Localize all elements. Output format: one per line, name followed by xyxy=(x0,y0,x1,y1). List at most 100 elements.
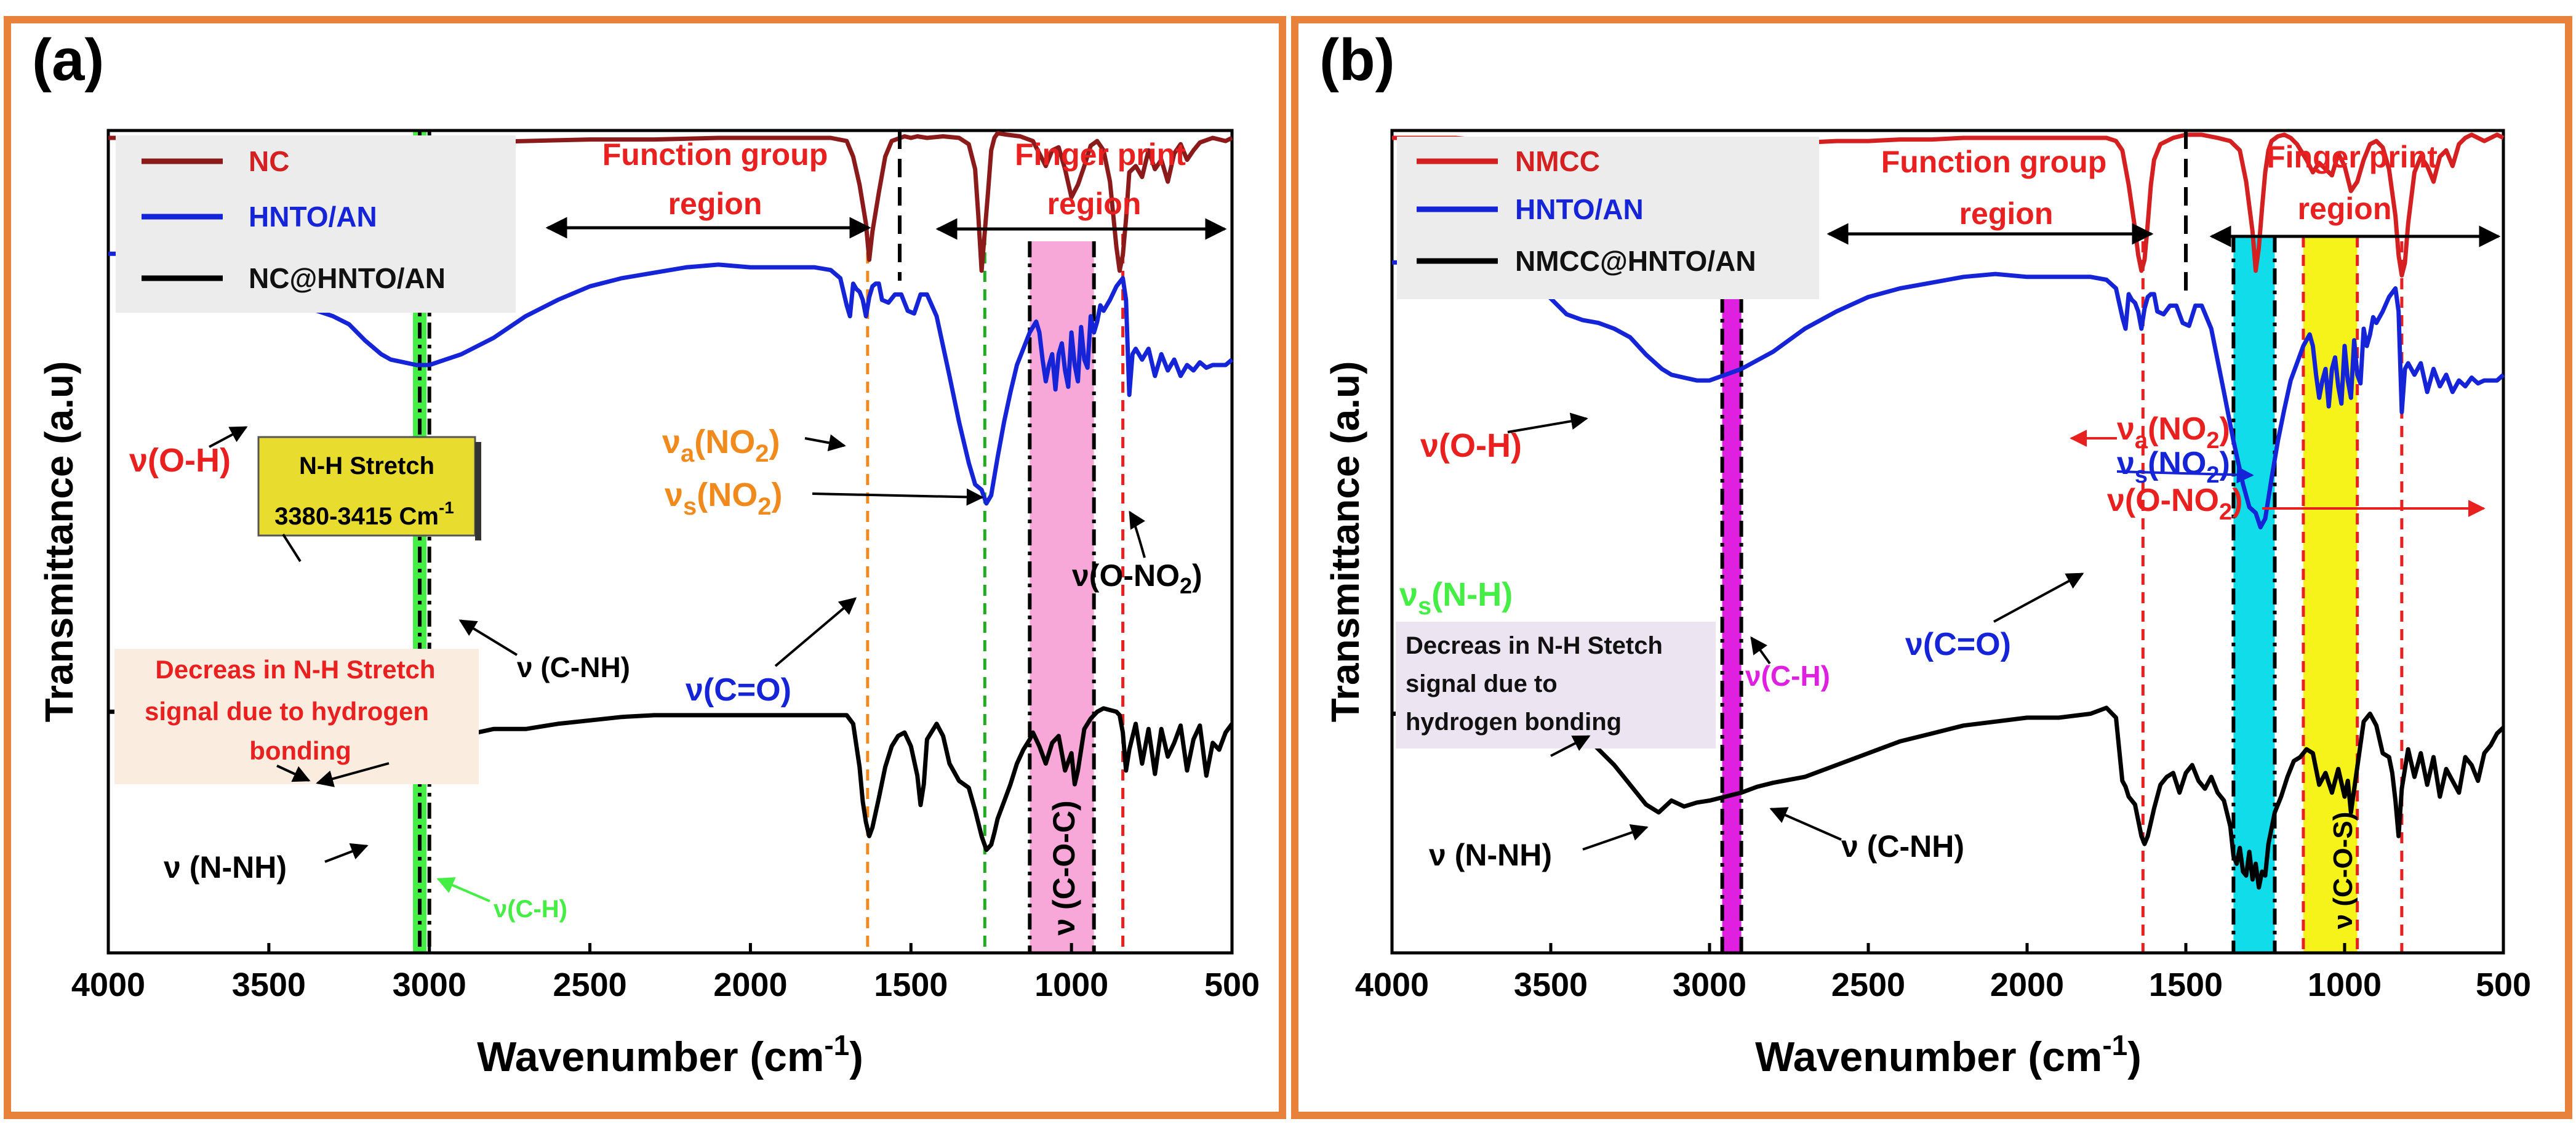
panel-b-oh-arrow xyxy=(1507,412,1588,433)
panel-a-hbond-arrow-2 xyxy=(316,762,390,787)
panel-b-va-label: νa(NO2) xyxy=(2117,411,2230,454)
panel-a-xlabel-close: ) xyxy=(849,1034,863,1080)
panel-b-frame xyxy=(1291,16,2572,1119)
panel-a-nh-stretch-range: 3380-3415 Cm-1 xyxy=(274,498,454,530)
panel-a-va-nu: ν xyxy=(662,424,681,460)
panel-b: (b) 4000 3500 3000 2500 2000 1500 1000 500 Wave… xyxy=(1291,16,2572,1119)
panel-a-va-close: ) xyxy=(769,424,780,460)
panel-a-function-group-region: region xyxy=(668,187,762,221)
panel-a-va-arrow xyxy=(804,434,846,452)
panel-a-vs-arrow xyxy=(812,488,984,506)
panel-b-co-label: ν(C=O) xyxy=(1905,627,2011,662)
panel-a-ono2-arrow xyxy=(1129,510,1146,558)
panel-b-tick-label-1: 3500 xyxy=(1514,966,1588,1003)
panel-a-vs-label: νs(NO2) xyxy=(665,476,783,520)
panel-a-hbond-note-line1: Decreas in N-H Stretch xyxy=(155,655,435,684)
panel-b-tick-label-7: 500 xyxy=(2476,966,2531,1003)
panel-a-nh-stretch-box xyxy=(257,436,476,537)
panel-b-hbond-note-box xyxy=(1396,622,1716,749)
panel-a-oh-arrow xyxy=(209,426,248,448)
panel-b-cos-label: ν (C-O-S) xyxy=(2328,812,2358,929)
panel-a-vs-rest: (NO xyxy=(697,476,758,513)
panel-b-hbond-note-line1: Decreas in N-H Stetch xyxy=(1406,632,1663,659)
panel-b-legend-label-composite: NMCC@HNTO/AN xyxy=(1515,245,1756,277)
panel-a-series-hnto-an xyxy=(108,251,1234,506)
panel-a-finger-print-label: Finger print xyxy=(1015,137,1186,172)
panel-a-legend-box xyxy=(116,135,516,313)
panel-b-cnh-label: ν (C-NH) xyxy=(1841,829,1964,864)
panel-b-nnh-label: ν (N-NH) xyxy=(1429,838,1552,872)
panel-a-label: (a) xyxy=(32,27,104,93)
panel-a-vs-close: ) xyxy=(772,476,783,513)
panel-a-coc-label: ν (C-O-C) xyxy=(1047,800,1081,935)
panel-b-hbond-note-line3: hydrogen bonding xyxy=(1406,709,1622,736)
panel-b-xlabel-sup: -1 xyxy=(2102,1029,2127,1061)
panel-b-tick-label-0: 4000 xyxy=(1355,966,1429,1003)
panel-a-tick-label-7: 500 xyxy=(1204,966,1260,1003)
panel-a: (a) 4000 3500 3000 2500 2000 1500 1000 500 Wave… xyxy=(4,16,1286,1119)
panel-a-va-sub: a xyxy=(681,440,695,467)
panel-b-ono2-label: ν(O-NO2) xyxy=(2107,483,2242,525)
panel-b-va-nu: ν xyxy=(2117,411,2135,447)
panel-b-vs-sub: s xyxy=(2135,462,2148,488)
panel-a-hbond-note-line2: signal due to hydrogen xyxy=(145,697,429,726)
panel-b-xlabel: Wavenumber (cm xyxy=(1755,1034,2102,1080)
panel-b-tick-label-2: 3000 xyxy=(1673,966,1746,1003)
panel-b-vsnh-label: νs(N-H) xyxy=(1399,576,1513,620)
panel-b-ch-arrow xyxy=(1750,636,1771,665)
panel-a-va-label: νa(NO2) xyxy=(662,424,780,467)
panel-b-tick-label-3: 2500 xyxy=(1831,966,1905,1003)
panel-b-series-hnto-an xyxy=(1392,260,2505,530)
panel-a-nh-box-arrow xyxy=(282,533,302,563)
panel-b-ono2-text: ν(O-NO xyxy=(2107,483,2219,518)
panel-b-tick-label-6: 1000 xyxy=(2308,966,2382,1003)
panel-a-frame xyxy=(4,16,1286,1119)
panel-a-tick-label-2: 3000 xyxy=(393,966,466,1003)
panel-a-tick-label-1: 3500 xyxy=(232,966,306,1003)
panel-b-vsnh-nu: ν xyxy=(1399,576,1418,613)
panel-b-highlight-band-4 xyxy=(2233,236,2275,953)
panel-a-cnh-arrow xyxy=(458,619,518,656)
panel-b-xlabel-close: ) xyxy=(2127,1034,2142,1080)
panel-a-series xyxy=(108,130,1234,853)
panel-b-va-rest: (NO xyxy=(2148,411,2206,447)
panel-b-hbond-note-line2: signal due to xyxy=(1406,670,1558,697)
panel-b-tick-label-4: 2000 xyxy=(1990,966,2064,1003)
panel-a-co-label: ν(C=O) xyxy=(686,672,791,708)
panel-a-ch-arrow xyxy=(436,877,490,902)
panel-b-tick-label-5: 1500 xyxy=(2149,966,2223,1003)
panel-a-cnh-label: ν (C-NH) xyxy=(517,651,630,683)
panel-a-y-axis-title: Transmittance (a.u) xyxy=(37,361,81,723)
panel-a-hbond-arrow-1 xyxy=(276,765,311,782)
panel-b-vsnh-rest: (N-H) xyxy=(1431,576,1513,613)
panel-b-vs-label: νs(NO2) xyxy=(2117,446,2230,488)
panel-a-legend-label-hnto: HNTO/AN xyxy=(249,201,377,233)
panel-b-ono2-sub: 2 xyxy=(2219,499,2232,525)
panel-a-nh-stretch-sup: -1 xyxy=(439,498,454,517)
panel-a-xlabel-sup: -1 xyxy=(824,1029,849,1061)
panel-b-finger-print-label: Finger print xyxy=(2266,140,2438,174)
panel-b-bands xyxy=(1720,236,2404,953)
panel-b-vs-nu: ν xyxy=(2117,446,2135,481)
panel-b-ch-label: ν(C-H) xyxy=(1745,660,1830,692)
panel-a-xlabel: Wavenumber (cm xyxy=(477,1034,824,1080)
panel-a-plot-area xyxy=(106,129,1234,955)
panel-a-series-nc-hnto-an xyxy=(108,706,1234,853)
panel-b-x-axis-title: Wavenumber (cm-1) xyxy=(1755,1029,2142,1080)
panel-a-tick-label-3: 2500 xyxy=(553,966,627,1003)
panel-b-vs-close: ) xyxy=(2220,446,2230,481)
panel-a-bands xyxy=(413,130,1125,953)
panel-a-ono2-text: ν(O-NO xyxy=(1072,558,1180,593)
panel-a-va-sub2: 2 xyxy=(755,440,769,467)
panel-a-nnh-arrow xyxy=(324,843,369,863)
panel-a-function-group-label: Function group xyxy=(602,137,828,172)
panel-a-finger-print-region: region xyxy=(1047,187,1142,221)
panel-a-hbond-note-box xyxy=(114,649,479,784)
panel-b-vs-arrow xyxy=(2116,466,2254,484)
panel-a-ono2-sub: 2 xyxy=(1180,573,1192,598)
panel-b-hbond-arrow xyxy=(1550,735,1591,757)
panel-b-oh-label: ν(O-H) xyxy=(1420,427,1522,464)
panel-b-x-ticks: 4000 3500 3000 2500 2000 1500 1000 500 xyxy=(1355,943,2531,1003)
panel-a-vs-sub2: 2 xyxy=(758,493,771,520)
panel-b-va-sub2: 2 xyxy=(2206,428,2219,454)
